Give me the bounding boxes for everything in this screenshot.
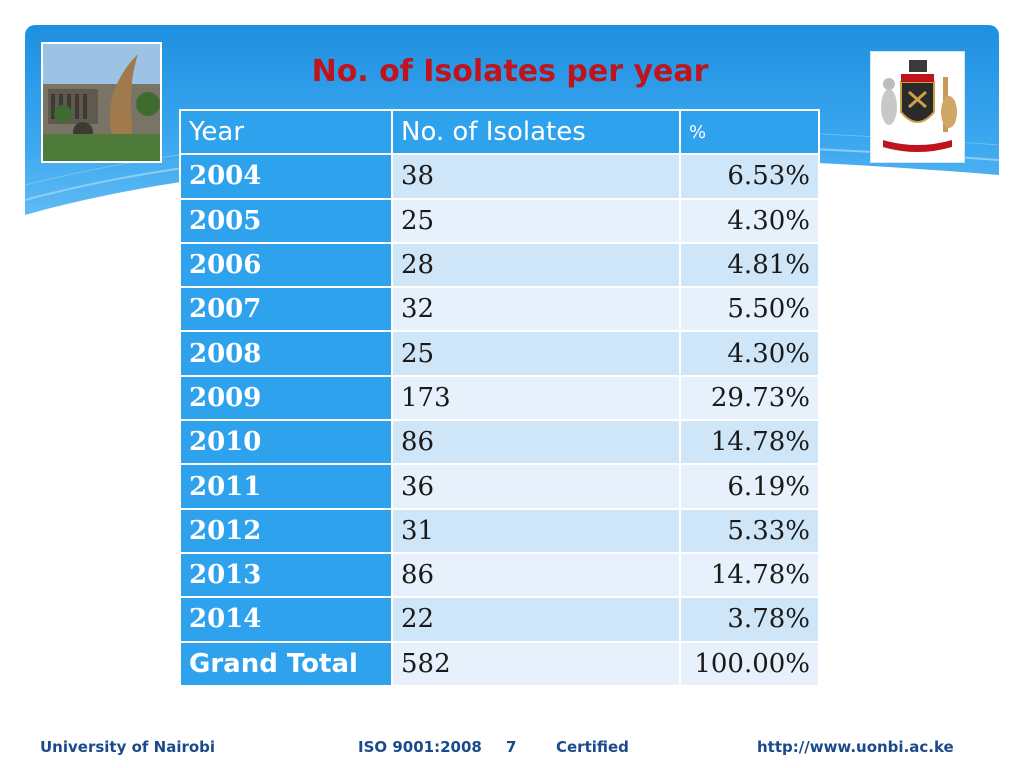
isolates-table: Year No. of Isolates % 2004 38 6.53% 200… [179, 108, 820, 687]
count-cell: 22 [391, 596, 681, 643]
grand-total-label: Grand Total [179, 640, 393, 687]
table-header-row: Year No. of Isolates % [179, 108, 820, 156]
count-cell: 28 [391, 241, 681, 289]
percent-cell: 5.50% [679, 286, 820, 333]
year-cell: 2006 [179, 241, 393, 289]
percent-cell: 4.30% [679, 197, 820, 244]
year-cell: 2004 [179, 153, 393, 200]
table-row: 2007 32 5.50% [179, 286, 820, 333]
campus-photo [41, 42, 162, 163]
table-row: 2013 86 14.78% [179, 551, 820, 599]
percent-cell: 6.53% [679, 153, 820, 200]
header-year: Year [179, 108, 393, 156]
percent-cell: 29.73% [679, 374, 820, 422]
year-cell: 2014 [179, 596, 393, 643]
count-cell: 31 [391, 507, 681, 554]
university-crest-logo [870, 51, 965, 163]
grand-total-percent: 100.00% [679, 640, 820, 687]
footer-university: University of Nairobi [40, 738, 216, 756]
count-cell: 32 [391, 286, 681, 333]
percent-cell: 3.78% [679, 596, 820, 643]
percent-cell: 6.19% [679, 463, 820, 510]
header-isolates: No. of Isolates [391, 108, 681, 156]
year-cell: 2007 [179, 286, 393, 333]
year-cell: 2013 [179, 551, 393, 599]
table-row: 2004 38 6.53% [179, 153, 820, 200]
year-cell: 2010 [179, 419, 393, 466]
count-cell: 86 [391, 419, 681, 466]
year-cell: 2012 [179, 507, 393, 554]
table-row: 2009 173 29.73% [179, 374, 820, 422]
table-row: 2005 25 4.30% [179, 197, 820, 244]
count-cell: 25 [391, 330, 681, 377]
footer-page-number: 7 [506, 738, 517, 756]
table-row: 2006 28 4.81% [179, 241, 820, 289]
table-row: 2011 36 6.19% [179, 463, 820, 510]
grand-total-row: Grand Total 582 100.00% [179, 640, 820, 687]
year-cell: 2008 [179, 330, 393, 377]
table-row: 2014 22 3.78% [179, 596, 820, 643]
footer-iso: ISO 9001:2008 [358, 738, 482, 756]
header-percent: % [679, 108, 820, 156]
footer-certified: Certified [556, 738, 629, 756]
count-cell: 38 [391, 153, 681, 200]
table-row: 2010 86 14.78% [179, 419, 820, 466]
table-row: 2008 25 4.30% [179, 330, 820, 377]
count-cell: 25 [391, 197, 681, 244]
percent-cell: 14.78% [679, 419, 820, 466]
percent-cell: 4.30% [679, 330, 820, 377]
grand-total-count: 582 [391, 640, 681, 687]
count-cell: 86 [391, 551, 681, 599]
year-cell: 2011 [179, 463, 393, 510]
percent-cell: 4.81% [679, 241, 820, 289]
count-cell: 173 [391, 374, 681, 422]
year-cell: 2005 [179, 197, 393, 244]
percent-cell: 14.78% [679, 551, 820, 599]
table-row: 2012 31 5.33% [179, 507, 820, 554]
footer-url[interactable]: http://www.uonbi.ac.ke [757, 738, 954, 756]
count-cell: 36 [391, 463, 681, 510]
year-cell: 2009 [179, 374, 393, 422]
slide-title: No. of Isolates per year [311, 54, 709, 89]
percent-cell: 5.33% [679, 507, 820, 554]
